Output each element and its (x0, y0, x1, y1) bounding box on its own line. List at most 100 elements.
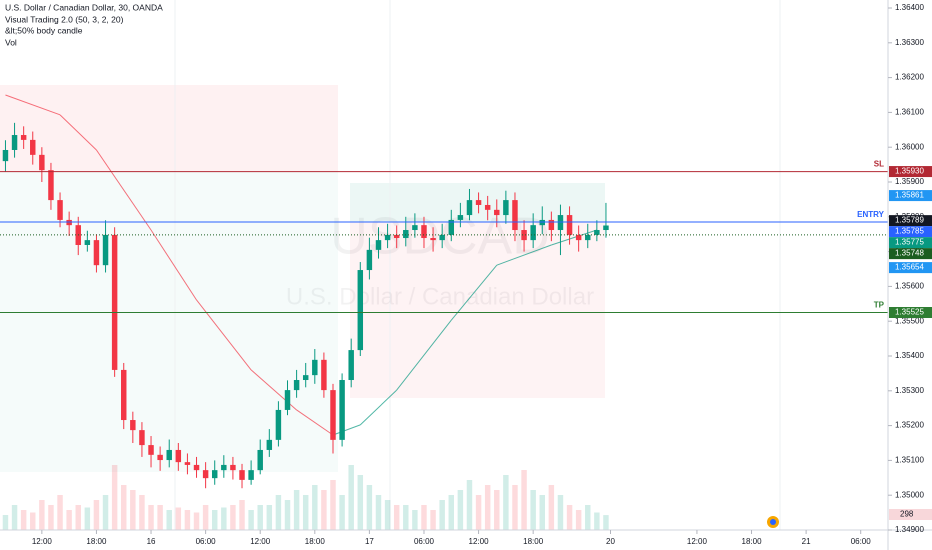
volume-bar (75, 505, 81, 530)
price-label-box (889, 307, 932, 319)
volume-bar (193, 512, 200, 530)
volume-bar (11, 505, 18, 530)
volume-label-box (889, 509, 932, 520)
candle-body (530, 225, 536, 241)
volume-bar (84, 507, 91, 530)
volume-bar (375, 495, 382, 530)
candle-body (439, 234, 445, 241)
ma-segment (359, 389, 398, 426)
y-tick-label: 1.35100 (895, 456, 924, 465)
ma-segment (396, 319, 452, 391)
volume-bar (221, 507, 227, 530)
chart-title: U.S. Dollar / Canadian Dollar, 30, OANDA (5, 2, 163, 12)
volume-bar (585, 505, 591, 530)
price-label-box (889, 237, 932, 249)
volume-bar (393, 505, 400, 530)
candle-body (284, 390, 291, 410)
ma-segment (496, 244, 552, 266)
candle-body (557, 215, 564, 231)
candle-body (448, 219, 455, 235)
y-tick-label: 1.36400 (895, 3, 924, 12)
candle-body (157, 454, 163, 461)
candle-body (175, 449, 182, 463)
volume-bar (494, 490, 500, 530)
candle-body (539, 219, 545, 226)
ma-segment (450, 264, 498, 321)
price-label: 1.35930 (895, 167, 924, 176)
candle-body (475, 200, 482, 205)
x-tick-label: 06:00 (414, 537, 435, 546)
x-tick-label: 12:00 (32, 537, 53, 546)
volume-bar (484, 485, 491, 530)
volume-bar (266, 505, 273, 530)
candle-body (566, 215, 573, 235)
candle-body (66, 219, 72, 226)
y-tick-label: 1.36100 (895, 108, 924, 117)
candle-body (312, 359, 318, 376)
x-tick-label: 18:00 (305, 537, 326, 546)
y-tick-label: 1.35000 (895, 490, 924, 499)
volume-bar (530, 490, 536, 530)
volume-bar (175, 507, 182, 530)
indicator: Vol (5, 37, 17, 47)
x-tick-label: 12:00 (250, 537, 271, 546)
y-tick-label: 1.34900 (895, 525, 924, 534)
ma-segment (150, 229, 197, 301)
candle-body (430, 238, 436, 241)
candle-body (30, 139, 36, 155)
candle-body (594, 230, 600, 235)
x-tick-label: 18:00 (523, 537, 544, 546)
x-tick-label: 06:00 (196, 537, 217, 546)
volume-bar (566, 505, 573, 530)
ma-segment (551, 229, 598, 246)
candle-body (11, 135, 18, 150)
y-tick-label: 1.36300 (895, 38, 924, 47)
candle-body (221, 464, 227, 471)
candle-body (248, 470, 254, 480)
volume-bar (2, 515, 9, 530)
volume-bar (257, 505, 263, 530)
price-label-box (889, 215, 932, 227)
candle-body (521, 230, 527, 241)
level-label: TP (874, 301, 885, 310)
candle-body (302, 375, 309, 381)
candle-body (457, 215, 464, 220)
volume-bar (139, 495, 145, 530)
ma-segment (96, 149, 152, 231)
candle-body (93, 240, 100, 266)
candle-body (575, 234, 582, 241)
ma-segment (296, 409, 334, 436)
candle-body (257, 449, 263, 471)
candle-body (339, 380, 345, 440)
candle-body (384, 234, 391, 241)
candle-body (512, 200, 518, 231)
volume-bar (130, 490, 136, 530)
volume-bar (48, 505, 54, 530)
volume-bar (475, 495, 482, 530)
candle-body (211, 470, 218, 479)
candle-body (393, 234, 400, 239)
candle-body (366, 249, 373, 271)
x-tick-label: 16 (147, 537, 156, 546)
candle-body (239, 470, 245, 480)
volume-bar (302, 495, 309, 530)
candle-body (421, 225, 427, 239)
candle-body (293, 380, 300, 391)
volume-bar (330, 480, 336, 530)
volume-bar (503, 475, 509, 530)
candle-body (484, 204, 491, 210)
volume-bar (457, 490, 464, 530)
volume-bar (93, 500, 100, 530)
ma-segment (196, 299, 252, 371)
x-tick-label: 17 (365, 537, 374, 546)
candle-body (148, 445, 154, 455)
volume-bar (339, 495, 345, 530)
volume-bar (312, 485, 318, 530)
ma-segment (59, 114, 97, 151)
volume-bar (421, 505, 427, 530)
candle-body (494, 209, 500, 216)
level-label: ENTRY (857, 210, 884, 219)
x-tick-label: 18:00 (86, 537, 107, 546)
volume-bar (548, 485, 555, 530)
